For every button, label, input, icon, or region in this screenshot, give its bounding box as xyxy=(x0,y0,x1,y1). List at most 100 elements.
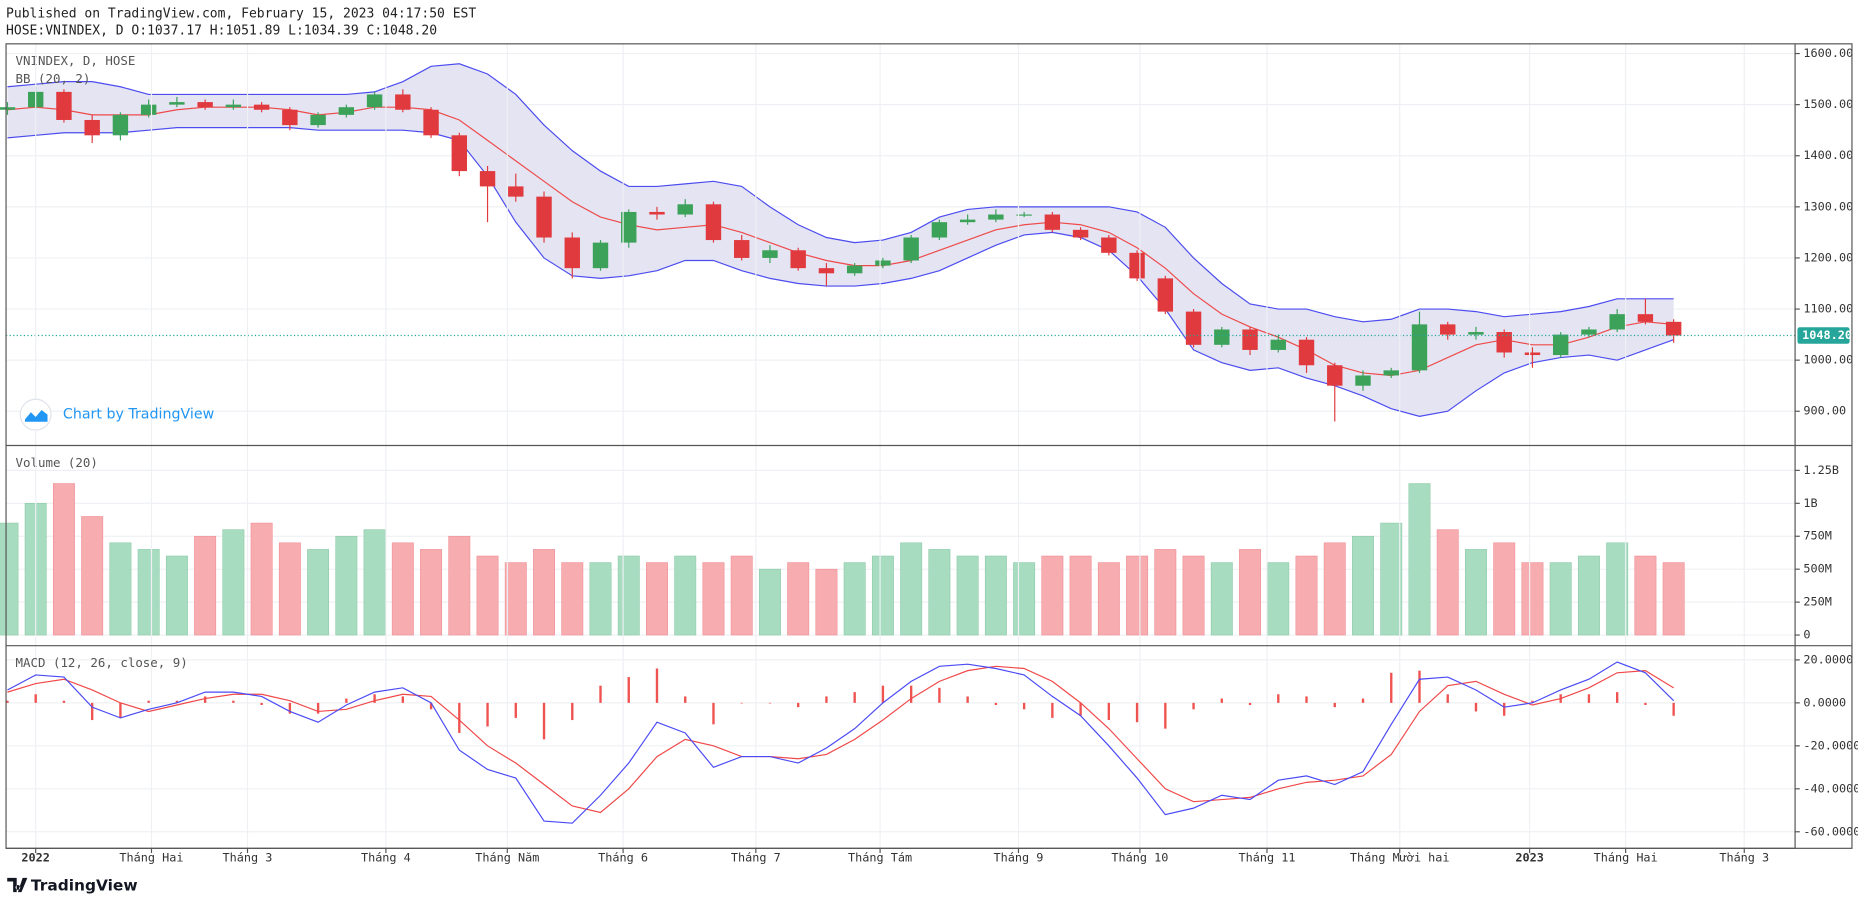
volume-bar xyxy=(222,529,245,636)
volume-bar xyxy=(589,562,612,636)
volume-bar xyxy=(900,542,923,636)
volume-bar xyxy=(1182,555,1205,636)
candle-body xyxy=(1581,329,1597,335)
volume-bar xyxy=(363,529,386,636)
candle-body xyxy=(197,102,213,108)
candle-body xyxy=(338,107,355,115)
candle-body xyxy=(1270,339,1286,350)
histogram-bar xyxy=(458,702,461,733)
histogram-bar xyxy=(429,702,433,710)
histogram-bar xyxy=(1474,702,1478,712)
signal-line xyxy=(7,665,1674,814)
x-tick-label: Tháng 9 xyxy=(994,850,1044,864)
x-tick-label: 2023 xyxy=(1515,850,1544,864)
volume-bar xyxy=(1380,522,1403,636)
candle-body xyxy=(621,211,637,243)
candle-body xyxy=(423,109,439,136)
candle-body xyxy=(1044,214,1061,230)
indicator-legend: BB (20, 2) xyxy=(16,71,91,86)
plot-layers: 1600.00 1500.00 1400.00 1300.00 1200.00 1100.… xyxy=(0,43,1858,864)
candle-body xyxy=(1496,332,1512,353)
histogram-bar xyxy=(571,702,574,721)
volume-bar xyxy=(1493,542,1516,636)
x-tick-label: Tháng 3 xyxy=(223,850,273,864)
y-tick-label: 900.00 xyxy=(1803,404,1846,418)
histogram-bar xyxy=(175,700,179,703)
volume-bar xyxy=(1126,555,1149,636)
histogram-bar xyxy=(684,696,687,703)
histogram-bar xyxy=(938,687,941,703)
x-tick-label: 2022 xyxy=(21,850,50,864)
volume-bar xyxy=(420,549,443,636)
histogram-bar xyxy=(909,685,913,703)
pane-legend: VNINDEX, D, HOSE xyxy=(16,53,136,68)
y-tick-label: 1500.00 xyxy=(1803,97,1853,111)
candle-body xyxy=(564,237,580,269)
candle-body xyxy=(1440,324,1456,335)
x-tick-label: Tháng 10 xyxy=(1111,850,1168,864)
y-tick-label: 1300.00 xyxy=(1803,199,1853,213)
candle-body xyxy=(1072,229,1089,238)
candle-body xyxy=(1129,252,1145,279)
histogram-bar xyxy=(1220,698,1223,703)
candle-body xyxy=(310,114,326,126)
candle-body xyxy=(846,265,863,274)
histogram-bar xyxy=(1587,694,1591,703)
symbol-line: HOSE:VNINDEX, D O:1037.17 H:1051.89 L:10… xyxy=(6,23,437,38)
candle-body xyxy=(1016,214,1032,216)
candle-body xyxy=(536,196,552,238)
histogram-bar xyxy=(966,696,969,703)
histogram-bar xyxy=(1418,670,1421,703)
histogram-bar xyxy=(1248,702,1252,706)
volume-bar xyxy=(81,516,104,636)
histogram-bar xyxy=(119,702,122,718)
candle-body xyxy=(1157,278,1174,312)
histogram-bar xyxy=(853,692,856,703)
candle-body xyxy=(225,104,242,108)
volume-bar xyxy=(1097,562,1120,636)
footer-logo: TradingView xyxy=(7,877,138,895)
candle-body xyxy=(875,260,891,266)
x-tick-label: Tháng 7 xyxy=(731,850,781,864)
volume-bar xyxy=(109,542,132,636)
candle-body xyxy=(253,104,270,110)
volume-bar xyxy=(448,535,471,636)
volume-bar xyxy=(1239,549,1262,636)
y-tick-label: 1.25B xyxy=(1803,463,1839,477)
candle-body xyxy=(1355,375,1371,386)
candle-body xyxy=(1101,237,1117,253)
band-upper xyxy=(7,63,1674,323)
volume-bar xyxy=(1295,555,1318,636)
candle-body xyxy=(1411,324,1428,371)
y-tick-label: 1200.00 xyxy=(1803,250,1853,264)
volume-bar xyxy=(335,535,358,636)
y-tick-label: 0.0000 xyxy=(1803,695,1846,709)
candle-body xyxy=(84,119,100,136)
candle-body xyxy=(1214,329,1230,345)
histogram-bar xyxy=(1644,702,1647,706)
y-tick-label: 1B xyxy=(1803,496,1817,510)
y-tick-label: 1000.00 xyxy=(1803,353,1853,367)
volume-bar xyxy=(1436,529,1459,636)
volume-bar xyxy=(1549,562,1572,636)
histogram-bar xyxy=(1672,702,1675,716)
histogram-bar xyxy=(232,700,235,703)
histogram-bar xyxy=(994,702,998,706)
candle-body xyxy=(1298,339,1315,366)
histogram-bar xyxy=(1079,702,1082,716)
histogram-bar xyxy=(514,702,517,718)
volume-bar xyxy=(533,549,555,636)
candle-body xyxy=(1185,311,1202,345)
volume-bar xyxy=(1521,562,1544,636)
y-tick-label: 1400.00 xyxy=(1803,148,1853,162)
candle-body xyxy=(1665,321,1682,336)
volume-bar xyxy=(1577,555,1600,636)
volume-bar xyxy=(0,522,19,636)
histogram-bar xyxy=(6,700,9,703)
volume-bar xyxy=(194,535,217,636)
y-tick-label: 1600.00 xyxy=(1803,46,1853,60)
histogram-bar xyxy=(1390,672,1393,703)
volume-bar xyxy=(1606,542,1629,636)
